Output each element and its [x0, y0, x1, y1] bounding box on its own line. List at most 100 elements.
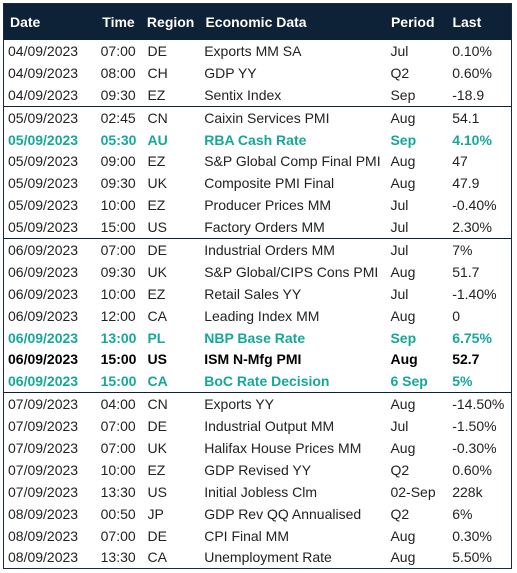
cell-economic-data: Unemployment Rate	[204, 549, 332, 566]
cell-date: 05/09/2023	[8, 175, 79, 192]
cell-date: 06/09/2023	[8, 241, 79, 258]
table-row[interactable]: 04/09/2023 07:00 DE Exports MM SA Jul 0.10%	[4, 40, 511, 62]
table-row[interactable]: 04/09/2023 08:00 CH GDP YY Q2 0.60%	[4, 62, 511, 84]
cell-date: 06/09/2023	[8, 307, 79, 324]
column-header-economic-data[interactable]: Economic Data	[205, 14, 307, 30]
cell-date: 04/09/2023	[8, 86, 79, 103]
cell-last: -18.9	[452, 86, 485, 103]
cell-region: EZ	[147, 197, 166, 214]
column-header-date[interactable]: Date	[10, 14, 41, 30]
cell-last: 2.30%	[452, 219, 492, 236]
cell-time: 07:00	[100, 42, 136, 59]
table-row[interactable]: 07/09/2023 04:00 CN Exports YY Aug -14.50%	[4, 392, 511, 415]
cell-economic-data: Halifax House Prices MM	[204, 439, 362, 456]
table-row[interactable]: 04/09/2023 09:30 EZ Sentix Index Sep -18.9	[4, 84, 511, 106]
cell-time: 09:30	[100, 263, 136, 280]
cell-period: 6 Sep	[390, 373, 428, 390]
cell-period: Sep	[390, 329, 417, 346]
cell-time: 15:00	[100, 219, 136, 236]
cell-economic-data: ISM N-Mfg PMI	[204, 351, 302, 368]
cell-region: CN	[147, 109, 168, 126]
table-row[interactable]: 06/09/2023 07:00 DE Industrial Orders MM Jul…	[4, 238, 511, 261]
cell-economic-data: GDP Revised YY	[204, 461, 312, 478]
cell-date: 06/09/2023	[8, 329, 79, 346]
cell-date: 05/09/2023	[8, 153, 79, 170]
cell-region: US	[147, 483, 167, 500]
cell-period: Aug	[390, 351, 418, 368]
cell-time: 12:00	[100, 307, 136, 324]
table-row[interactable]: 05/09/2023 05:30 AU RBA Cash Rate Sep 4.10%	[4, 129, 511, 151]
table-row[interactable]: 06/09/2023 15:00 CA BoC Rate Decision 6 Sep 5…	[4, 370, 511, 392]
table-row[interactable]: 06/09/2023 13:00 PL NBP Base Rate Sep 6.75%	[4, 327, 511, 349]
table-row[interactable]: 06/09/2023 12:00 CA Leading Index MM Aug 0	[4, 305, 511, 327]
cell-economic-data: GDP Rev QQ Annualised	[204, 505, 362, 522]
cell-economic-data: Producer Prices MM	[204, 197, 332, 214]
table-row[interactable]: 05/09/2023 10:00 EZ Producer Prices MM Jul -0…	[4, 194, 511, 216]
table-row[interactable]: 05/09/2023 15:00 US Factory Orders MM Jul 2.3…	[4, 216, 511, 238]
cell-date: 05/09/2023	[8, 219, 79, 236]
cell-time: 07:00	[100, 418, 136, 435]
cell-economic-data: CPI Final MM	[204, 527, 290, 544]
cell-economic-data: Industrial Output MM	[204, 418, 335, 435]
cell-last: -1.50%	[452, 418, 497, 435]
column-header-last[interactable]: Last	[452, 14, 482, 30]
column-header-period[interactable]: Period	[390, 14, 435, 30]
table-row[interactable]: 07/09/2023 13:30 US Initial Jobless Clm 02-S…	[4, 481, 511, 503]
column-header-time[interactable]: Time	[102, 14, 135, 30]
cell-time: 00:50	[100, 505, 136, 522]
cell-time: 15:00	[100, 373, 137, 390]
cell-date: 04/09/2023	[8, 64, 79, 81]
cell-period: Aug	[390, 549, 416, 566]
cell-period: Sep	[390, 86, 416, 103]
table-row[interactable]: 05/09/2023 09:00 EZ S&P Global Comp Final P…	[4, 150, 511, 172]
cell-economic-data: RBA Cash Rate	[204, 131, 307, 148]
cell-region: US	[147, 219, 167, 236]
cell-date: 08/09/2023	[8, 527, 79, 544]
cell-time: 07:00	[100, 439, 136, 456]
cell-economic-data: Caixin Services PMI	[204, 109, 330, 126]
table-row[interactable]: 07/09/2023 07:00 DE Industrial Output MM Jul…	[4, 415, 511, 437]
cell-last: -0.40%	[452, 197, 497, 214]
table-row[interactable]: 08/09/2023 13:30 CA Unemployment Rate Aug 5.5…	[4, 546, 511, 568]
cell-last: 0.30%	[452, 527, 492, 544]
table-row[interactable]: 06/09/2023 10:00 EZ Retail Sales YY Jul -1.40…	[4, 283, 511, 305]
cell-date: 06/09/2023	[8, 373, 79, 390]
column-header-region[interactable]: Region	[146, 14, 195, 30]
economic-calendar-table: Date Time Region Economic Data Period La…	[3, 3, 512, 569]
table-row[interactable]: 05/09/2023 09:30 UK Composite PMI Final Aug 4…	[4, 172, 511, 194]
cell-last: 0.10%	[452, 42, 492, 59]
cell-time: 10:00	[100, 285, 136, 302]
cell-last: 47.9	[452, 175, 480, 192]
table-row[interactable]: 08/09/2023 00:50 JP GDP Rev QQ Annualised Q2…	[4, 503, 511, 525]
cell-region: EZ	[147, 153, 166, 170]
cell-period: Q2	[390, 505, 410, 522]
cell-date: 07/09/2023	[8, 439, 79, 456]
cell-last: -0.30%	[452, 439, 497, 456]
table-row[interactable]: 07/09/2023 07:00 UK Halifax House Prices MM…	[4, 437, 511, 459]
cell-date: 07/09/2023	[8, 396, 79, 413]
cell-date: 07/09/2023	[8, 483, 79, 500]
table-row[interactable]: 06/09/2023 09:30 UK S&P Global/CIPS Cons PM…	[4, 261, 511, 283]
cell-date: 05/09/2023	[8, 109, 79, 126]
table-row[interactable]: 05/09/2023 02:45 CN Caixin Services PMI Aug 5…	[4, 105, 511, 129]
table-row[interactable]: 07/09/2023 10:00 EZ GDP Revised YY Q2 0.60%	[4, 459, 511, 481]
cell-region: DE	[147, 527, 167, 544]
cell-region: CA	[147, 373, 168, 390]
cell-period: Aug	[390, 175, 416, 192]
cell-date: 08/09/2023	[8, 549, 79, 566]
cell-time: 13:00	[100, 329, 137, 346]
cell-period: Sep	[390, 131, 417, 148]
cell-economic-data: S&P Global Comp Final PMI	[204, 153, 381, 170]
cell-time: 09:00	[100, 153, 136, 170]
cell-region: US	[147, 351, 167, 368]
cell-period: Jul	[390, 197, 409, 214]
cell-economic-data: GDP YY	[204, 64, 257, 81]
table-row[interactable]: 06/09/2023 15:00 US ISM N-Mfg PMI Aug 52.7	[4, 348, 511, 370]
cell-time: 08:00	[100, 64, 136, 81]
table-row[interactable]: 08/09/2023 07:00 DE CPI Final MM Aug 0.30%	[4, 525, 511, 547]
cell-period: Aug	[390, 263, 416, 280]
cell-date: 08/09/2023	[8, 505, 79, 522]
cell-region: DE	[147, 42, 167, 59]
cell-region: DE	[147, 241, 167, 258]
cell-last: 5.50%	[452, 549, 492, 566]
